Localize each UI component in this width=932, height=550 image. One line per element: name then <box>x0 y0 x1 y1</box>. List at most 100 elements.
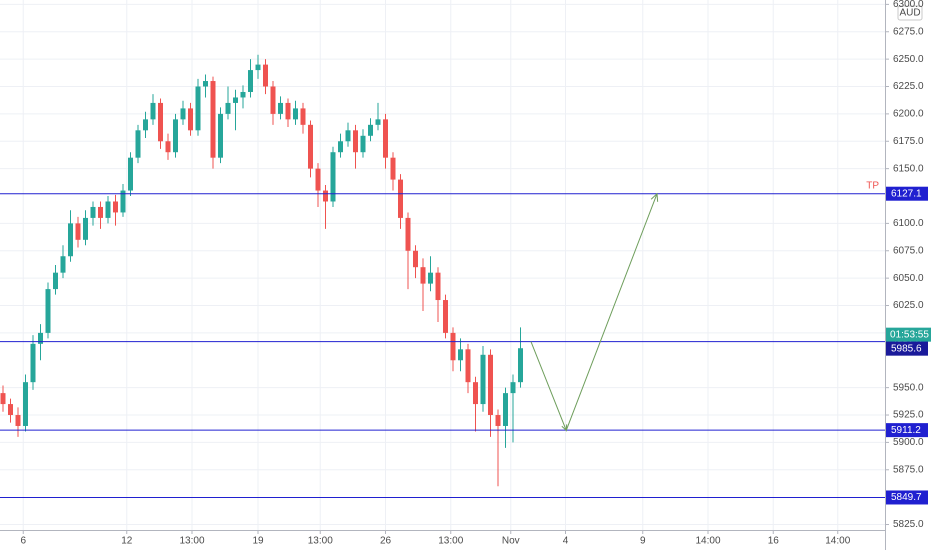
candle-body <box>435 272 441 301</box>
candle-body <box>135 130 141 158</box>
candle-body <box>210 81 216 158</box>
candle-body <box>345 130 351 142</box>
candle-body <box>503 393 508 426</box>
candle-body <box>255 64 261 71</box>
candle-body <box>270 86 276 114</box>
x-tick-label: 19 <box>252 536 264 547</box>
countdown-tag <box>886 327 931 342</box>
candle-body <box>128 157 133 191</box>
y-tick-label: 5925.0 <box>893 410 924 421</box>
candle-body <box>368 124 373 136</box>
candle-body <box>143 119 148 131</box>
candle-body <box>473 382 478 405</box>
currency-box <box>897 5 923 21</box>
candle-body <box>45 289 51 333</box>
y-tick-label: 6300.0 <box>893 0 924 10</box>
y-tick-label: 5875.0 <box>893 464 924 475</box>
level-tag-label: 5849.7 <box>891 492 922 503</box>
y-tick-label: 6175.0 <box>893 136 924 147</box>
candle-body <box>450 332 456 361</box>
candle-body <box>360 135 366 153</box>
candle-body <box>263 64 268 87</box>
level-tag <box>886 186 928 201</box>
candle-body <box>285 102 291 120</box>
level-tag-label: 6127.1 <box>891 188 922 199</box>
x-tick-label: 14:00 <box>825 536 850 547</box>
y-tick-label: 5900.0 <box>893 437 924 448</box>
candle-body <box>353 130 358 153</box>
candle-body <box>495 415 501 426</box>
y-tick-label: 6050.0 <box>893 273 924 284</box>
projection-arrowhead <box>561 424 568 432</box>
y-tick-label: 6100.0 <box>893 218 924 229</box>
y-tick-label: 5950.0 <box>893 382 924 393</box>
y-tick-label: 6025.0 <box>893 300 924 311</box>
candle-body <box>75 223 81 240</box>
candle-body <box>158 102 163 142</box>
last-price-label: 5985.6 <box>891 343 922 354</box>
candle-body <box>15 415 21 426</box>
candle-body <box>465 349 471 383</box>
candle-body <box>68 223 73 257</box>
candle-body <box>218 113 223 158</box>
y-tick-label: 6200.0 <box>893 109 924 120</box>
x-tick-label: 16 <box>768 536 780 547</box>
candle-body <box>443 300 448 333</box>
candle-body <box>233 97 238 103</box>
y-tick-label: 6275.0 <box>893 26 924 37</box>
y-tick-label: 6150.0 <box>893 163 924 174</box>
y-tick-label: 6225.0 <box>893 81 924 92</box>
candle-body <box>315 168 321 191</box>
candle-body <box>420 267 426 284</box>
candle-body <box>518 348 523 383</box>
candle-body <box>165 141 171 153</box>
candle-body <box>60 256 66 273</box>
x-tick-label: 26 <box>380 536 392 547</box>
x-tick-label: 4 <box>563 536 569 547</box>
candle-body <box>323 190 328 202</box>
candle-body <box>173 119 178 153</box>
candle-body <box>405 217 411 251</box>
level-tag <box>886 423 928 438</box>
candle-body <box>330 152 336 202</box>
candle-body <box>23 382 28 426</box>
candle-body <box>30 343 36 383</box>
candle-body <box>428 272 433 284</box>
candle-body <box>488 354 493 416</box>
candle-body <box>150 102 156 120</box>
currency: AUD <box>899 8 920 19</box>
x-tick-label: Nov <box>502 536 520 547</box>
x-tick-label: 9 <box>640 536 646 547</box>
x-tick-label: 12 <box>121 536 133 547</box>
last-price-tag <box>886 341 928 356</box>
candle-body <box>225 102 231 114</box>
candle-body <box>98 206 103 218</box>
candle-body <box>510 382 516 394</box>
candle-body <box>293 108 298 120</box>
candle-body <box>248 70 253 92</box>
level-name: TP <box>866 180 879 191</box>
candle-body <box>203 81 208 87</box>
candle-body <box>8 404 13 416</box>
candle-body <box>308 124 313 169</box>
candle-body <box>0 393 6 405</box>
x-tick-label: 13:00 <box>179 536 204 547</box>
candle-body <box>38 332 43 344</box>
candle-body <box>240 91 246 98</box>
x-tick-label: 14:00 <box>695 536 720 547</box>
candle-body <box>105 201 111 218</box>
candle-body <box>480 354 486 405</box>
candle-body <box>398 179 403 218</box>
candle-body <box>90 206 96 218</box>
y-tick-label: 6075.0 <box>893 245 924 256</box>
candle-body <box>188 108 193 131</box>
projection-arrowhead <box>650 192 659 202</box>
candle-body <box>413 250 418 268</box>
level-tag <box>886 490 928 505</box>
candle-body <box>375 119 381 125</box>
x-tick-label: 13:00 <box>308 536 333 547</box>
candle-body <box>53 272 58 290</box>
candle-body <box>390 157 396 180</box>
